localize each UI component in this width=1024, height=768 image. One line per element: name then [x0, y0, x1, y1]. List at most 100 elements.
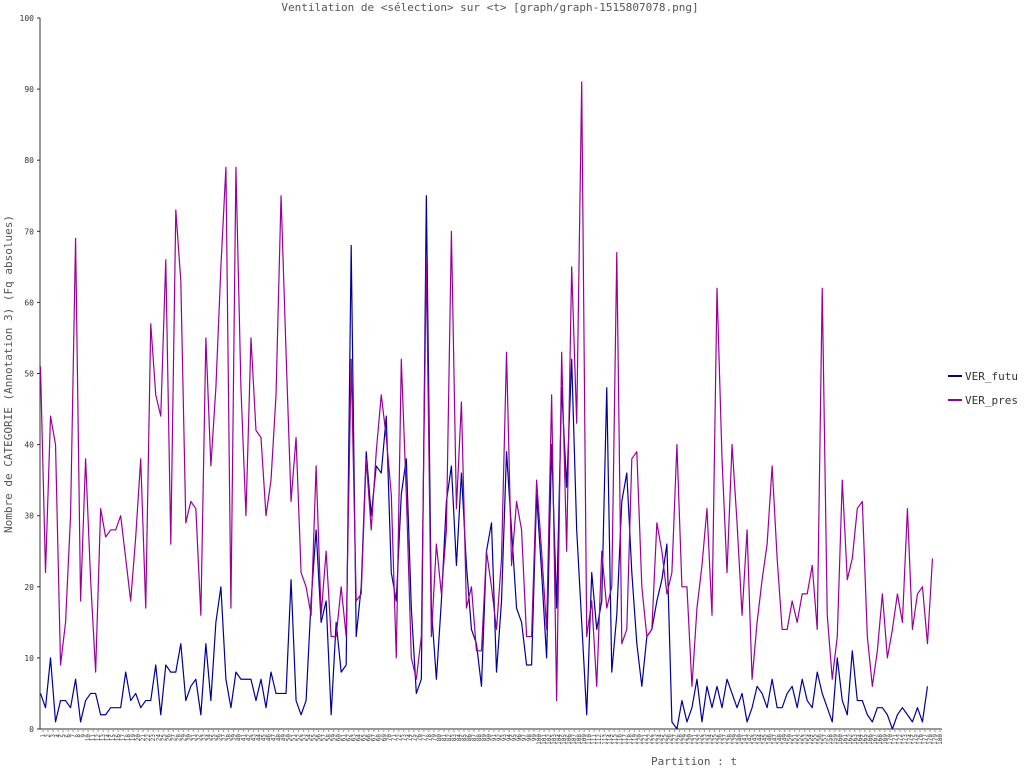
x-tick-label: 115 — [611, 734, 618, 745]
x-tick-label: 124 — [656, 734, 663, 745]
x-tick-label: 64 — [356, 734, 363, 742]
x-tick-label: 10 — [85, 734, 92, 742]
x-tick-label: 160 — [837, 734, 844, 745]
x-tick-label: 34 — [205, 734, 212, 742]
x-tick-label: 88 — [476, 734, 483, 742]
x-tick-label: 134 — [706, 734, 713, 745]
x-tick-label: 41 — [240, 734, 247, 742]
x-tick-label: 78 — [426, 734, 433, 742]
x-tick-label: 6 — [65, 734, 72, 738]
x-tick-label: 13 — [100, 734, 107, 742]
x-tick-label: 110 — [586, 734, 593, 745]
x-tick-label: 24 — [155, 734, 162, 742]
x-tick-label: 67 — [371, 734, 378, 742]
x-tick-label: 106 — [566, 734, 573, 745]
x-tick-label: 145 — [762, 734, 769, 745]
x-tick-label: 100 — [536, 734, 543, 745]
x-tick-label: 73 — [401, 734, 408, 742]
legend-label: VER_futu — [965, 370, 1018, 383]
x-tick-label: 37 — [220, 734, 227, 742]
x-tick-label: 27 — [170, 734, 177, 742]
x-tick-label: 89 — [481, 734, 488, 742]
x-tick-label: 133 — [701, 734, 708, 745]
x-tick-label: 23 — [150, 734, 157, 742]
x-tick-label: 29 — [180, 734, 187, 742]
x-tick-label: 70 — [386, 734, 393, 742]
x-tick-label: 167 — [872, 734, 879, 745]
x-tick-label: 118 — [626, 734, 633, 745]
series-line-ver-futu — [39, 195, 929, 730]
x-tick-label: 113 — [601, 734, 608, 745]
x-tick-label: 80 — [436, 734, 443, 742]
x-tick-label: 25 — [160, 734, 167, 742]
x-tick-label: 5 — [60, 734, 67, 738]
x-tick-label: 126 — [666, 734, 673, 745]
y-tick-label: 30 — [24, 512, 34, 521]
x-tick-label: 46 — [266, 734, 273, 742]
x-tick-label: 76 — [416, 734, 423, 742]
x-tick-label: 138 — [727, 734, 734, 745]
x-tick-label: 79 — [431, 734, 438, 742]
x-tick-label: 154 — [807, 734, 814, 745]
x-tick-label: 139 — [732, 734, 739, 745]
x-tick-label: 33 — [200, 734, 207, 742]
x-tick-label: 50 — [286, 734, 293, 742]
x-tick-label: 107 — [571, 734, 578, 745]
x-tick-label: 95 — [511, 734, 518, 742]
x-tick-label: 59 — [331, 734, 338, 742]
series-line-ver-pres — [39, 81, 934, 702]
series-lines — [39, 81, 934, 730]
x-tick-label: 159 — [832, 734, 839, 745]
x-tick-label: 98 — [526, 734, 533, 742]
x-tick-label: 127 — [671, 734, 678, 745]
x-tick-label: 84 — [456, 734, 463, 742]
x-tick-label: 103 — [551, 734, 558, 745]
x-tick-label: 52 — [296, 734, 303, 742]
x-tick-label: 36 — [215, 734, 222, 742]
x-tick-label: 16 — [115, 734, 122, 742]
x-tick-label: 56 — [316, 734, 323, 742]
x-tick-label: 14 — [105, 734, 112, 742]
x-tick-label: 132 — [696, 734, 703, 745]
x-tick-label: 171 — [892, 734, 899, 745]
x-tick-label: 22 — [145, 734, 152, 742]
x-tick-label: 86 — [466, 734, 473, 742]
x-tick-label: 55 — [311, 734, 318, 742]
x-tick-label: 57 — [321, 734, 328, 742]
x-tick-label: 66 — [366, 734, 373, 742]
x-tick-label: 140 — [737, 734, 744, 745]
x-tick-label: 4 — [55, 734, 62, 738]
x-tick-label: 71 — [391, 734, 398, 742]
x-tick-label: 161 — [842, 734, 849, 745]
x-tick-label: 153 — [802, 734, 809, 745]
y-tick-label: 10 — [24, 654, 34, 663]
x-tick-label: 69 — [381, 734, 388, 742]
x-tick-label: 104 — [556, 734, 563, 745]
x-tick-label: 177 — [922, 734, 929, 745]
legend-label: VER_pres — [965, 394, 1018, 407]
x-tick-label: 7 — [70, 734, 77, 738]
x-tick-label: 96 — [516, 734, 523, 742]
x-tick-label: 68 — [376, 734, 383, 742]
x-tick-label: 163 — [852, 734, 859, 745]
y-tick-label: 20 — [24, 583, 34, 592]
x-tick-label: 26 — [165, 734, 172, 742]
x-tick-label: 148 — [777, 734, 784, 745]
chart-title: Ventilation de <sélection> sur <t> [grap… — [281, 1, 698, 14]
x-tick-label: 101 — [541, 734, 548, 745]
y-tick-label: 0 — [29, 725, 34, 734]
x-tick-label: 72 — [396, 734, 403, 742]
x-tick-label: 75 — [411, 734, 418, 742]
x-tick-label: 135 — [711, 734, 718, 745]
x-tick-label: 51 — [291, 734, 298, 742]
x-tick-label: 137 — [722, 734, 729, 745]
x-tick-label: 156 — [817, 734, 824, 745]
x-tick-label: 92 — [496, 734, 503, 742]
x-tick-label: 90 — [486, 734, 493, 742]
x-tick-label: 157 — [822, 734, 829, 745]
x-tick-label: 172 — [897, 734, 904, 745]
x-tick-label: 31 — [190, 734, 197, 742]
x-tick-label: 40 — [235, 734, 242, 742]
y-tick-label: 60 — [24, 298, 34, 307]
x-tick-label: 146 — [767, 734, 774, 745]
